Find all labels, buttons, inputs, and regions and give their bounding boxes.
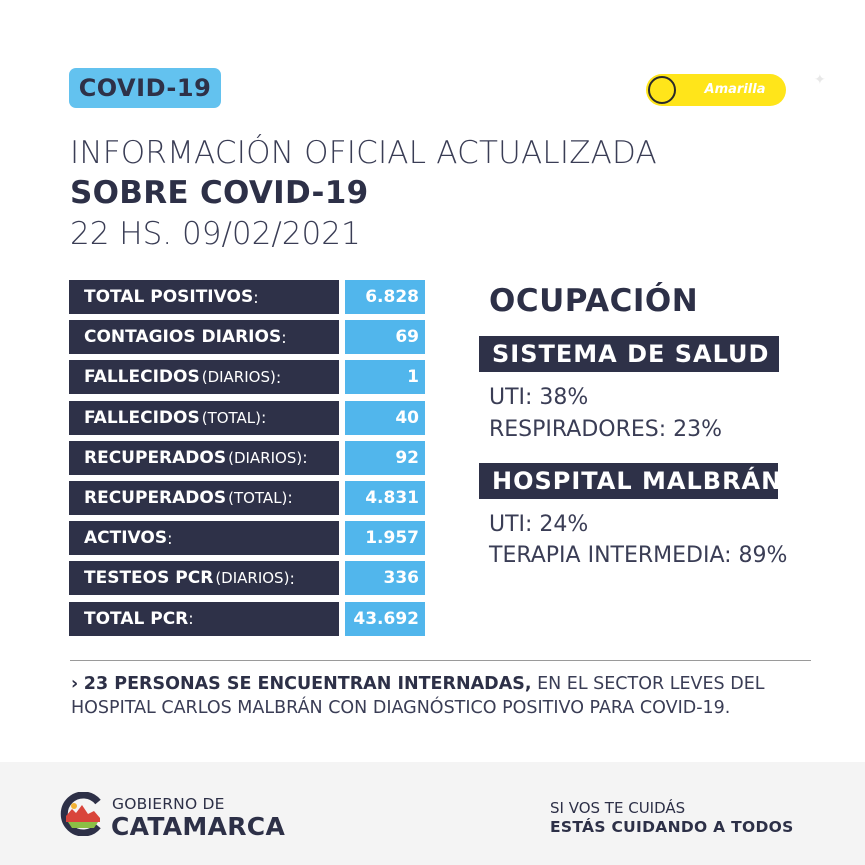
note-bold: 23 PERSONAS SE ENCUENTRAN INTERNADAS,	[83, 674, 532, 694]
stat-label: TOTAL PCR:	[69, 601, 339, 636]
stat-value: 43.692	[345, 601, 425, 636]
stat-row: CONTAGIOS DIARIOS:69	[69, 320, 425, 355]
hospital-intermediate-therapy: TERAPIA INTERMEDIA: 89%	[489, 543, 788, 568]
health-system-heading: SISTEMA DE SALUD	[479, 336, 779, 372]
stat-colon: :	[287, 488, 293, 508]
stat-label-text: ACTIVOS	[84, 528, 168, 549]
stat-colon: :	[302, 448, 308, 468]
stat-row: TOTAL POSITIVOS:6.828	[69, 280, 425, 314]
alert-level-pill: Amarilla	[646, 74, 786, 106]
stat-row: ACTIVOS:1.957	[69, 521, 425, 556]
note-text: EN EL SECTOR LEVES DEL HOSPITAL CARLOS M…	[71, 674, 765, 718]
stat-label-text: TESTEOS PCR	[84, 568, 214, 589]
health-system-respirators: RESPIRADORES: 23%	[489, 417, 723, 442]
divider	[70, 660, 811, 661]
stat-label-text: TOTAL PCR	[84, 608, 189, 629]
stat-qualifier: (DIARIOS)	[201, 368, 276, 387]
stat-row: FALLECIDOS (TOTAL):40	[69, 400, 425, 435]
stat-label: FALLECIDOS (TOTAL):	[69, 400, 339, 435]
stat-label: RECUPERADOS (TOTAL):	[69, 480, 339, 515]
stat-colon: :	[253, 287, 259, 307]
stat-value: 69	[345, 320, 425, 355]
footer	[0, 762, 865, 865]
stat-qualifier: (DIARIOS)	[228, 448, 303, 467]
stat-label: TESTEOS PCR (DIARIOS):	[69, 561, 339, 596]
stat-row: FALLECIDOS (DIARIOS):1	[69, 360, 425, 395]
stat-row: TESTEOS PCR (DIARIOS):336	[69, 561, 425, 596]
stat-row: RECUPERADOS (TOTAL):4.831	[69, 480, 425, 515]
sparkle-icon: ✦	[814, 72, 826, 88]
stat-qualifier: (DIARIOS)	[215, 569, 290, 588]
hospital-heading: HOSPITAL MALBRÁN	[479, 463, 781, 499]
stat-label-text: FALLECIDOS	[84, 367, 200, 388]
stat-label: FALLECIDOS (DIARIOS):	[69, 360, 339, 395]
catamarca-logo-icon	[60, 792, 101, 836]
gov-line-2: CATAMARCA	[111, 812, 286, 841]
alert-dot-icon	[648, 76, 676, 104]
slogan-line-1: SI VOS TE CUIDÁS	[550, 799, 686, 817]
stat-value: 40	[345, 400, 425, 435]
gov-line-1: GOBIERNO DE	[112, 795, 225, 813]
stat-colon: :	[167, 528, 173, 548]
stat-label-text: CONTAGIOS DIARIOS	[84, 327, 282, 348]
stat-colon: :	[261, 408, 267, 428]
heading-line-1: INFORMACIÓN OFICIAL ACTUALIZADA	[70, 135, 657, 171]
stat-value: 1.957	[345, 521, 425, 556]
heading-date: 22 HS. 09/02/2021	[70, 216, 361, 252]
covid-badge: COVID-19	[69, 68, 221, 108]
stat-qualifier: (TOTAL)	[201, 408, 262, 427]
stat-label: TOTAL POSITIVOS:	[69, 280, 339, 314]
stat-qualifier: (TOTAL)	[228, 488, 288, 507]
stat-value: 1	[345, 360, 425, 395]
stat-label-text: FALLECIDOS	[84, 407, 200, 428]
heading-line-2: SOBRE COVID-19	[70, 175, 369, 211]
stat-row: RECUPERADOS (DIARIOS):92	[69, 440, 425, 475]
stat-value: 336	[345, 561, 425, 596]
stat-value: 92	[345, 440, 425, 475]
stat-label: CONTAGIOS DIARIOS:	[69, 320, 339, 355]
stat-colon: :	[281, 327, 287, 347]
stats-table: TOTAL POSITIVOS:6.828 CONTAGIOS DIARIOS:6…	[69, 280, 425, 642]
health-system-uti: UTI: 38%	[489, 385, 589, 410]
stat-label: RECUPERADOS (DIARIOS):	[69, 440, 339, 475]
stat-row: TOTAL PCR:43.692	[69, 601, 425, 636]
stat-colon: :	[188, 609, 194, 628]
alert-level-label: Amarilla	[704, 82, 766, 97]
stat-colon: :	[289, 568, 295, 588]
slogan-line-2: ESTÁS CUIDANDO A TODOS	[550, 818, 794, 836]
occupation-title: OCUPACIÓN	[489, 283, 699, 319]
stat-value: 4.831	[345, 480, 425, 515]
stat-label-text: RECUPERADOS	[84, 447, 227, 468]
hospital-uti: UTI: 24%	[489, 512, 589, 537]
stat-value: 6.828	[345, 280, 425, 314]
stat-label: ACTIVOS:	[69, 521, 339, 556]
stat-label-text: RECUPERADOS	[84, 487, 227, 508]
stat-colon: :	[275, 367, 282, 387]
stat-label-text: TOTAL POSITIVOS	[84, 287, 254, 307]
hospitalization-note: › 23 PERSONAS SE ENCUENTRAN INTERNADAS, …	[71, 672, 811, 720]
bullet-chevron-icon: ›	[71, 674, 79, 694]
